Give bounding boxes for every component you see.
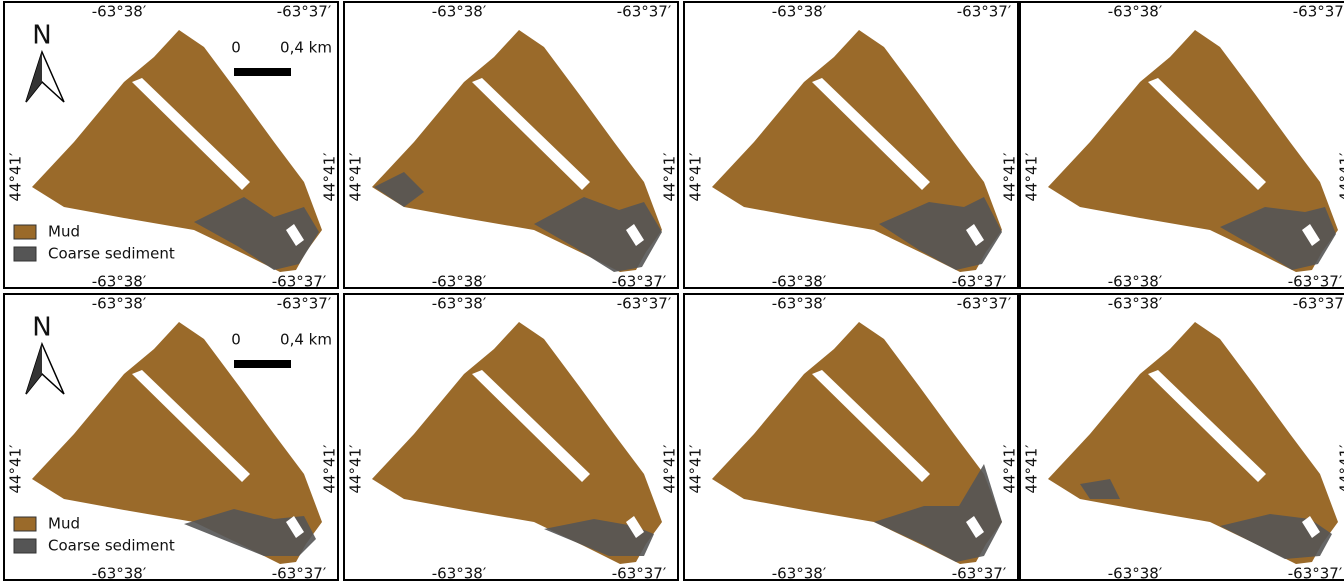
- longitude-label: -63°38′: [92, 273, 147, 291]
- legend-swatch: [14, 225, 36, 239]
- latitude-label: 44°41′: [1001, 152, 1019, 202]
- longitude-label: -63°37′: [612, 273, 667, 291]
- longitude-label: -63°38′: [772, 273, 827, 291]
- longitude-label: -63°38′: [772, 3, 827, 21]
- longitude-label: -63°37′: [617, 3, 672, 21]
- map-panel: -63°38′ -63°37′ -63°38′ -63°37′ 44°41′ 44°41′: [344, 294, 679, 583]
- latitude-label: 44°41′: [661, 444, 679, 494]
- latitude-label: 44°41′: [1023, 444, 1041, 494]
- legend-label: Mud: [48, 515, 80, 533]
- longitude-label: -63°37′: [277, 295, 332, 313]
- legend-swatch: [14, 539, 36, 553]
- map-panel: -63°38′ -63°37′ -63°38′ -63°37′ 44°41′ 44°41′: [1020, 294, 1344, 583]
- longitude-label: -63°37′: [1288, 273, 1343, 291]
- longitude-label: -63°37′: [952, 565, 1007, 583]
- longitude-label: -63°37′: [612, 565, 667, 583]
- longitude-label: -63°37′: [957, 3, 1012, 21]
- longitude-label: -63°38′: [1108, 3, 1163, 21]
- longitude-label: -63°37′: [957, 295, 1012, 313]
- latitude-label: 44°41′: [1337, 152, 1344, 202]
- legend-label: Coarse sediment: [48, 537, 175, 555]
- longitude-label: -63°37′: [272, 565, 327, 583]
- longitude-label: -63°37′: [617, 295, 672, 313]
- longitude-label: -63°38′: [432, 295, 487, 313]
- scale-bar: [234, 360, 291, 368]
- longitude-label: -63°37′: [952, 273, 1007, 291]
- map-panel: -63°38′ -63°37′ -63°38′ -63°37′ 44°41′ 44°41′…: [4, 294, 339, 583]
- scale-start: 0: [231, 39, 241, 57]
- longitude-label: -63°38′: [1108, 273, 1163, 291]
- scale-end: 0,4 km: [280, 39, 332, 57]
- latitude-label: 44°41′: [347, 152, 365, 202]
- latitude-label: 44°41′: [321, 152, 339, 202]
- longitude-label: -63°37′: [1293, 3, 1344, 21]
- map-panel: -63°38′ -63°37′ -63°38′ -63°37′ 44°41′ 44°41′: [344, 2, 679, 291]
- scale-end: 0,4 km: [280, 331, 332, 349]
- scale-bar: [234, 68, 291, 76]
- longitude-label: -63°38′: [432, 273, 487, 291]
- longitude-label: -63°38′: [92, 3, 147, 21]
- latitude-label: 44°41′: [687, 444, 705, 494]
- figure: -63°38′-63°37′-63°38′-63°37′44°41′44°41′…: [0, 0, 1344, 584]
- latitude-label: 44°41′: [347, 444, 365, 494]
- longitude-label: -63°37′: [272, 273, 327, 291]
- longitude-label: -63°38′: [432, 3, 487, 21]
- latitude-label: 44°41′: [661, 152, 679, 202]
- longitude-label: -63°38′: [92, 565, 147, 583]
- longitude-label: -63°37′: [277, 3, 332, 21]
- scale-start: 0: [231, 331, 241, 349]
- north-label: N: [32, 21, 51, 51]
- map-panel: -63°38′ -63°37′ -63°38′ -63°37′ 44°41′ 44°41′: [684, 294, 1019, 583]
- map-panel: -63°38′ -63°37′ -63°38′ -63°37′ 44°41′ 44°41′: [1020, 2, 1344, 291]
- legend-swatch: [14, 247, 36, 261]
- legend-swatch: [14, 517, 36, 531]
- latitude-label: 44°41′: [1001, 444, 1019, 494]
- legend-label: Coarse sediment: [48, 245, 175, 263]
- latitude-label: 44°41′: [7, 444, 25, 494]
- latitude-label: 44°41′: [687, 152, 705, 202]
- longitude-label: -63°37′: [1293, 295, 1344, 313]
- map-panel: -63°38′ -63°37′ -63°38′ -63°37′ 44°41′ 44°41′…: [4, 2, 339, 291]
- longitude-label: -63°38′: [1108, 295, 1163, 313]
- latitude-label: 44°41′: [7, 152, 25, 202]
- latitude-label: 44°41′: [321, 444, 339, 494]
- longitude-label: -63°38′: [772, 295, 827, 313]
- longitude-label: -63°38′: [772, 565, 827, 583]
- longitude-label: -63°38′: [92, 295, 147, 313]
- north-label: N: [32, 313, 51, 343]
- legend-label: Mud: [48, 223, 80, 241]
- map-panel: -63°38′ -63°37′ -63°38′ -63°37′ 44°41′ 44°41′: [684, 2, 1019, 291]
- longitude-label: -63°37′: [1288, 565, 1343, 583]
- latitude-label: 44°41′: [1023, 152, 1041, 202]
- longitude-label: -63°38′: [432, 565, 487, 583]
- latitude-label: 44°41′: [1337, 444, 1344, 494]
- longitude-label: -63°38′: [1108, 565, 1163, 583]
